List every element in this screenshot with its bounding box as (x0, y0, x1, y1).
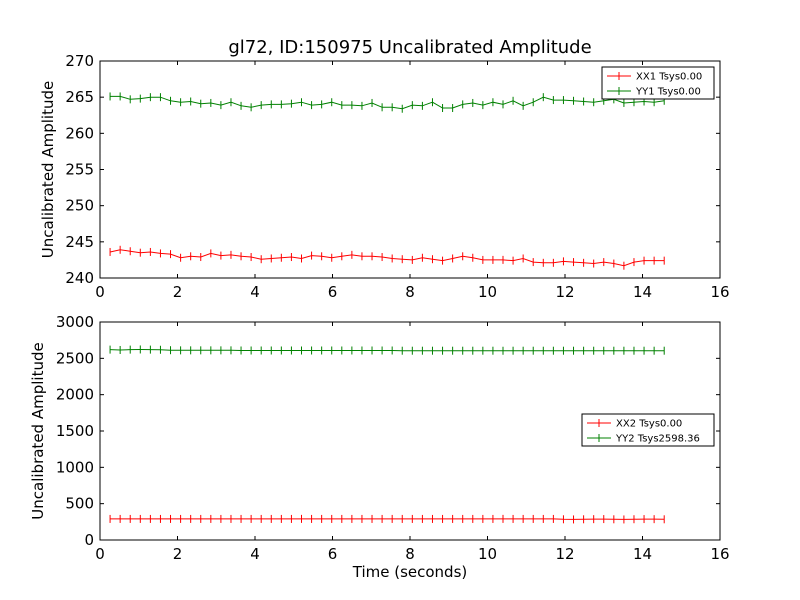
top-axis-ticks: 0 2 4 6 8 10 12 14 16 240 245 250 255 260 265 270 (65, 52, 729, 301)
bottom-legend-box (581, 413, 715, 447)
top-x-tick-label: 0 (95, 283, 105, 301)
top-legend-label: XX1 Tsys0.00 (636, 72, 702, 83)
bottom-y-tick-label: 1000 (56, 458, 94, 476)
top-y-tick-label: 240 (65, 269, 94, 287)
bottom-x-tick-label: 0 (95, 545, 105, 563)
top-legend: XX1 Tsys0.00 YY1 Tsys0.00 (601, 66, 715, 100)
bottom-legend: XX2 Tsys0.00 YY2 Tsys2598.36 (581, 413, 715, 447)
bottom-x-tick-label: 12 (555, 545, 574, 563)
bottom-legend-label: YY2 Tsys2598.36 (615, 434, 700, 445)
bottom-y-tick-label: 2000 (56, 386, 94, 404)
top-series-line-1 (109, 249, 665, 267)
top-x-tick-label: 2 (173, 283, 183, 301)
top-y-tick-label: 250 (65, 197, 94, 215)
top-series-line-2 (110, 95, 665, 110)
bottom-y-tick-label: 1500 (56, 422, 94, 440)
bottom-series-line-1 (110, 518, 665, 520)
bottom-x-tick-label: 16 (710, 545, 729, 563)
top-x-tick-label: 10 (478, 283, 497, 301)
bottom-series-group (109, 345, 665, 524)
bottom-legend-label: XX2 Tsys0.00 (616, 419, 682, 430)
top-series-group (109, 92, 665, 270)
bottom-plot: 0 2 4 6 8 10 12 14 16 0 500 1000 1500 2000 2500 3000 XX… (56, 313, 730, 563)
top-x-tick-label: 6 (328, 283, 338, 301)
top-legend-label: YY1 Tsys0.00 (635, 87, 701, 98)
bottom-plot-frame (99, 321, 721, 541)
top-x-tick-label: 14 (633, 283, 652, 301)
bottom-x-tick-label: 6 (328, 545, 338, 563)
bottom-y-tick-label: 500 (65, 495, 94, 513)
top-x-tick-label: 12 (555, 283, 574, 301)
top-plot: 0 2 4 6 8 10 12 14 16 240 245 250 255 260 265 270 XX1 T… (65, 52, 729, 301)
x-axis-label: Time (seconds) (352, 563, 468, 581)
top-y-tick-label: 255 (65, 161, 94, 179)
top-x-tick-label: 16 (710, 283, 729, 301)
top-y-axis-label: Uncalibrated Amplitude (39, 81, 57, 258)
top-x-tick-label: 8 (405, 283, 415, 301)
bottom-y-tick-label: 0 (84, 531, 94, 549)
bottom-x-tick-label: 4 (250, 545, 260, 563)
top-y-tick-label: 245 (65, 233, 94, 251)
bottom-x-tick-label: 14 (633, 545, 652, 563)
top-x-tick-label: 4 (250, 283, 260, 301)
top-legend-box (601, 66, 715, 100)
bottom-x-tick-label: 10 (478, 545, 497, 563)
bottom-series-line-2 (110, 348, 665, 352)
top-y-tick-label: 260 (65, 124, 94, 142)
bottom-x-tick-label: 8 (405, 545, 415, 563)
bottom-axis-ticks: 0 2 4 6 8 10 12 14 16 0 500 1000 1500 2000 2500 3000 (56, 313, 730, 563)
top-y-tick-label: 265 (65, 88, 94, 106)
chart-title: gl72, ID:150975 Uncalibrated Amplitude (228, 37, 591, 58)
bottom-y-tick-label: 3000 (56, 313, 94, 331)
bottom-y-tick-label: 2500 (56, 349, 94, 367)
bottom-y-axis-label: Uncalibrated Amplitude (29, 342, 47, 519)
bottom-x-tick-label: 2 (173, 545, 183, 563)
top-plot-frame (99, 60, 721, 279)
top-y-tick-label: 270 (65, 52, 94, 70)
